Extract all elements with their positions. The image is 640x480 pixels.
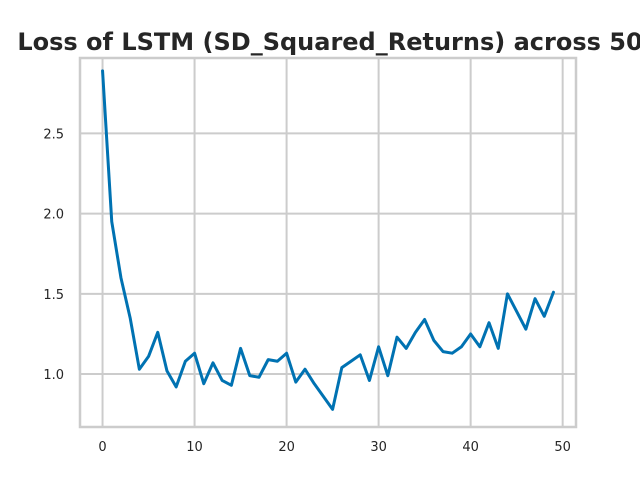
plot-frame bbox=[78, 56, 578, 429]
x-tick-label: 10 bbox=[186, 440, 203, 455]
y-tick-label: 1.5 bbox=[43, 288, 64, 303]
y-tick-label: 1.0 bbox=[43, 368, 64, 383]
plot-border bbox=[78, 56, 578, 429]
x-tick-label: 50 bbox=[554, 440, 571, 455]
chart-title: Loss of LSTM (SD_Squared_Returns) across… bbox=[17, 28, 640, 56]
x-axis-ticks: 0 10 20 30 40 50 bbox=[98, 440, 571, 455]
series-line bbox=[101, 69, 555, 411]
series-layer bbox=[101, 69, 555, 411]
y-tick-label: 2.0 bbox=[43, 208, 64, 223]
x-tick-label: 0 bbox=[98, 440, 106, 455]
x-tick-label: 30 bbox=[370, 440, 387, 455]
x-tick-label: 20 bbox=[278, 440, 295, 455]
y-tick-label: 2.5 bbox=[43, 127, 64, 142]
grid bbox=[80, 58, 576, 427]
x-tick-label: 40 bbox=[462, 440, 479, 455]
y-axis-ticks: 1.0 1.5 2.0 2.5 bbox=[43, 127, 64, 383]
